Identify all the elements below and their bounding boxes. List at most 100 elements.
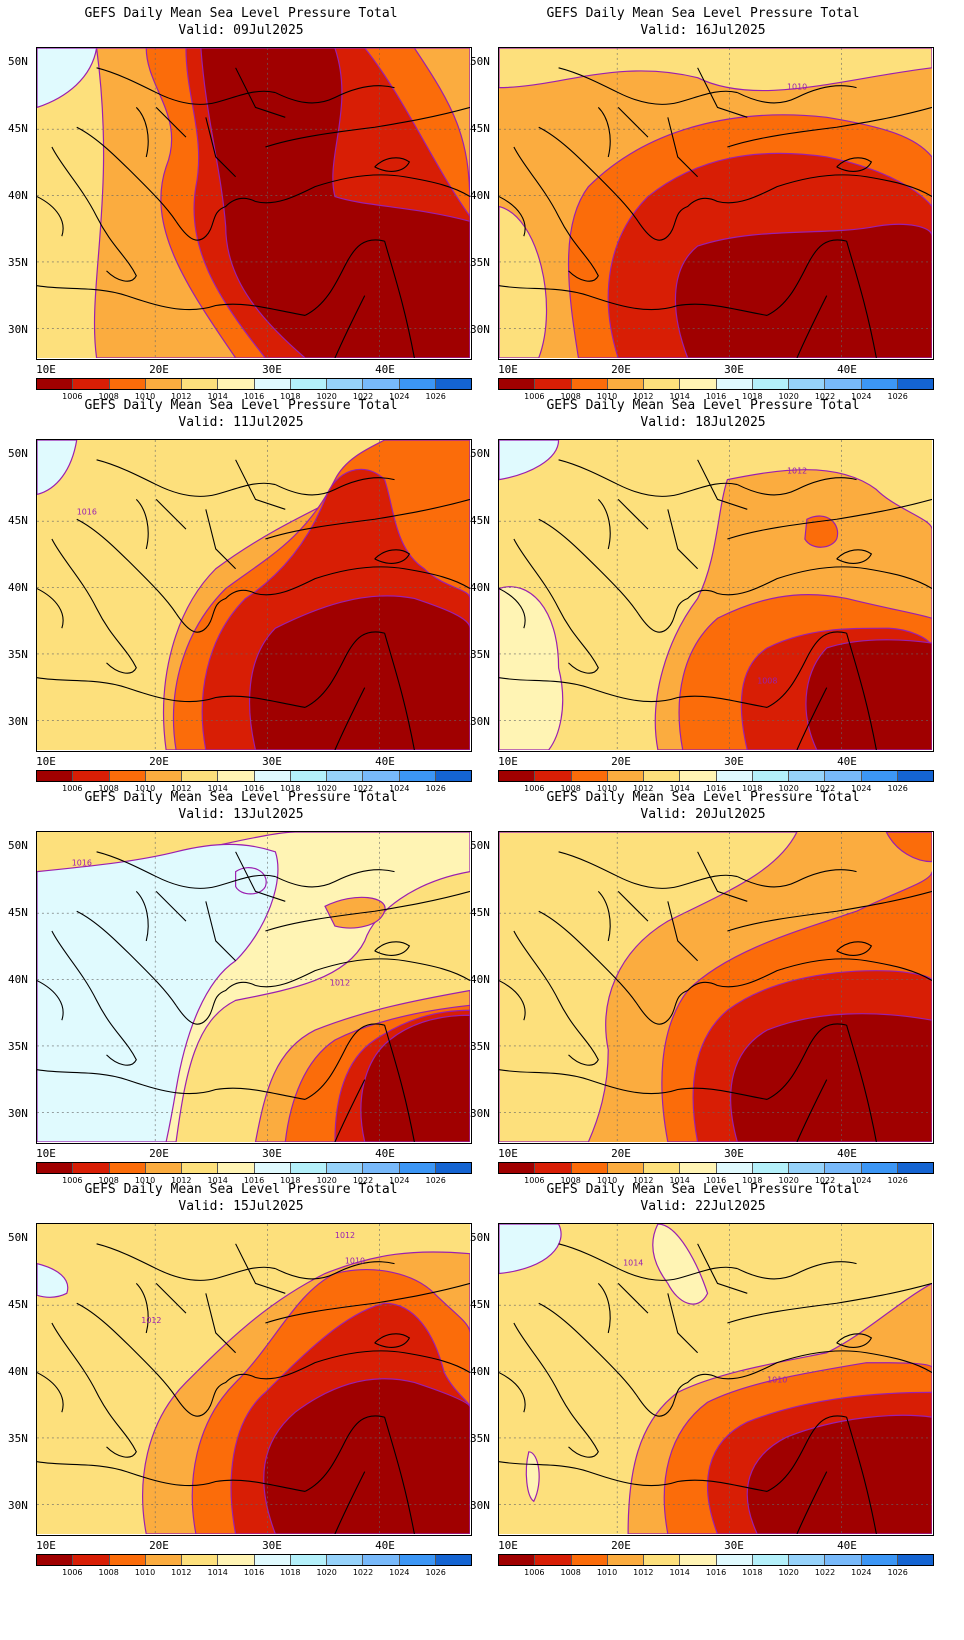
colorbar-label: 1020 [778, 1568, 799, 1577]
colorbar-swatch [254, 771, 291, 781]
colorbar-swatch [716, 1555, 753, 1565]
colorbar-swatch [218, 379, 255, 389]
colorbar-label: 1026 [425, 1568, 446, 1577]
coastline [304, 631, 385, 708]
coastline [384, 1416, 415, 1534]
pressure-isobar-region [499, 48, 932, 92]
pressure-isobar-region [200, 48, 470, 358]
coastline [597, 499, 611, 550]
colorbar-label: 1010 [596, 1568, 618, 1577]
colorbar-label: 1012 [633, 1568, 654, 1577]
colorbar-label: 1026 [887, 392, 908, 401]
colorbar-label: 1022 [352, 1568, 374, 1577]
colorbar-swatch [37, 771, 74, 781]
pressure-isobar-region [37, 1263, 69, 1298]
isobar-label: 1016 [77, 507, 97, 516]
coastline [275, 869, 395, 888]
latitude-label: 50N [470, 839, 490, 852]
coastline [334, 1079, 366, 1142]
latitude-label: 40N [8, 189, 28, 202]
longitude-label: 20E [611, 755, 631, 768]
coastline [175, 197, 256, 241]
coastline [37, 285, 306, 316]
coastline [265, 106, 470, 148]
coastline [175, 981, 256, 1025]
colorbar-label: 1016 [705, 1176, 727, 1185]
coastline [558, 851, 738, 889]
coastline [737, 1261, 857, 1280]
longitude-label: 20E [149, 363, 169, 376]
latitude-label: 35N [8, 1432, 28, 1445]
latitude-label: 30N [470, 1107, 490, 1120]
colorbar-swatch [789, 771, 826, 781]
map-panel: GEFS Daily Mean Sea Level Pressure Total… [462, 1176, 944, 1586]
coastline [796, 1079, 828, 1142]
coastline [255, 174, 470, 204]
longitude-label: 30E [262, 755, 282, 768]
coastline [766, 239, 847, 316]
longitude-label: 40E [837, 363, 857, 376]
coastline [96, 1243, 276, 1281]
pressure-isobar-region [499, 205, 548, 358]
coastline [334, 295, 366, 358]
colorbar-label: 1008 [98, 392, 119, 401]
colorbar-label: 1014 [207, 392, 228, 401]
coastline [155, 851, 286, 962]
pressure-isobar-region [805, 639, 932, 750]
coastline [76, 1302, 177, 1398]
colorbar-label: 1012 [633, 784, 654, 793]
pressure-isobar-region [499, 1224, 562, 1275]
coastline [374, 157, 411, 172]
coastline [727, 498, 932, 540]
colorbar-label: 1014 [669, 784, 690, 793]
colorbar-swatch [535, 379, 572, 389]
colorbar-label: 1026 [887, 1176, 908, 1185]
coastline [255, 1350, 470, 1380]
colorbar-swatch [73, 379, 110, 389]
colorbar-label: 1026 [887, 1568, 908, 1577]
colorbar-label: 1018 [280, 392, 301, 401]
colorbar-swatch [109, 379, 146, 389]
colorbar [36, 770, 472, 782]
colorbar-label: 1020 [316, 784, 337, 793]
longitude-label: 40E [375, 755, 395, 768]
colorbar-swatch [644, 379, 681, 389]
panel-valid-date: Valid: 22Jul2025 [640, 1199, 766, 1214]
colorbar-swatch [535, 771, 572, 781]
panel-title: GEFS Daily Mean Sea Level Pressure Total [546, 790, 860, 805]
longitude-label: 20E [611, 1147, 631, 1160]
pressure-isobar-region [37, 48, 98, 109]
colorbar-label: 1006 [62, 784, 83, 793]
colorbar-label: 1010 [596, 1176, 618, 1185]
colorbar [498, 378, 934, 390]
colorbar-label: 1006 [524, 1568, 545, 1577]
colorbar-swatch [499, 1555, 536, 1565]
coastline [499, 588, 526, 629]
coastline [37, 1461, 306, 1492]
latitude-label: 45N [8, 514, 28, 527]
colorbar-label: 1020 [778, 392, 799, 401]
isobar-label: 1012 [141, 1316, 161, 1325]
colorbar-swatch [435, 1555, 471, 1565]
colorbar-swatch [752, 1163, 789, 1173]
map-panel: GEFS Daily Mean Sea Level Pressure Total… [462, 0, 944, 410]
pressure-map: 1012 1010 1012 [36, 1223, 472, 1536]
colorbar-label: 1006 [62, 1176, 83, 1185]
colorbar-label: 1022 [352, 1176, 374, 1185]
colorbar-label: 1012 [171, 784, 192, 793]
coastline [637, 197, 718, 241]
colorbar-swatch [897, 379, 933, 389]
coastline [155, 1243, 286, 1354]
colorbar-swatch [716, 771, 753, 781]
colorbar-swatch [327, 771, 364, 781]
coastline [717, 174, 932, 204]
colorbar-swatch [435, 771, 471, 781]
colorbar-label: 1020 [316, 1176, 337, 1185]
coastline [76, 518, 177, 614]
coastline [155, 67, 286, 178]
colorbar-swatch [218, 1163, 255, 1173]
colorbar-label: 1026 [887, 784, 908, 793]
coastline [384, 632, 415, 750]
latitude-label: 30N [8, 323, 28, 336]
latitude-label: 50N [8, 55, 28, 68]
